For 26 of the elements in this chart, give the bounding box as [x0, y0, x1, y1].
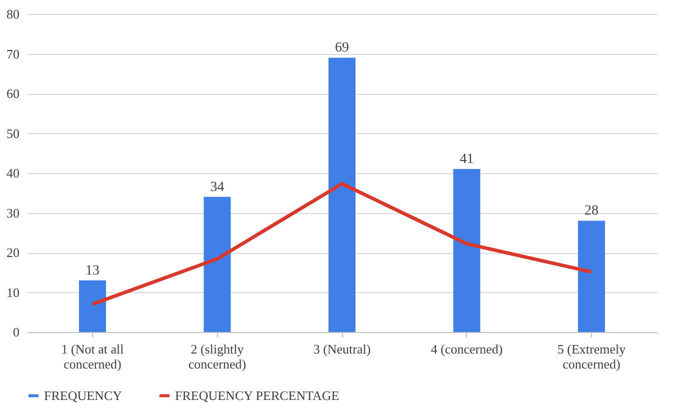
bar: [578, 220, 606, 332]
y-tick-label: 40: [6, 166, 20, 180]
x-tick-label: 3 (Neutral): [313, 342, 371, 356]
bar: [328, 58, 356, 332]
y-tick-label: 50: [6, 126, 20, 141]
legend-label: FREQUENCY PERCENTAGE: [175, 388, 340, 403]
y-tick-label: 60: [6, 86, 20, 101]
data-label: 69: [335, 40, 349, 56]
data-label: 13: [85, 263, 100, 278]
y-tick-label: 10: [6, 284, 20, 300]
bar: [78, 280, 106, 332]
bar: [453, 169, 480, 332]
y-tick-label: 70: [6, 46, 20, 62]
legend-label: FREQUENCY: [44, 388, 123, 403]
bar: [204, 196, 231, 332]
x-tick-label: 5 (Extremely concerned): [557, 342, 626, 372]
x-tick-label: 1 (Not at all concerned): [61, 342, 124, 372]
x-tick-label: 2 (slightly concerned): [188, 342, 246, 372]
data-label: 28: [584, 204, 599, 219]
x-tick-label: 4 (concerned): [430, 342, 503, 356]
y-tick-label: 0: [13, 324, 20, 340]
y-tick-label: 30: [6, 205, 20, 220]
data-label: 34: [210, 180, 224, 195]
y-tick-label: 20: [6, 245, 20, 260]
y-tick-label: 80: [6, 6, 20, 22]
data-label: 41: [460, 152, 474, 168]
